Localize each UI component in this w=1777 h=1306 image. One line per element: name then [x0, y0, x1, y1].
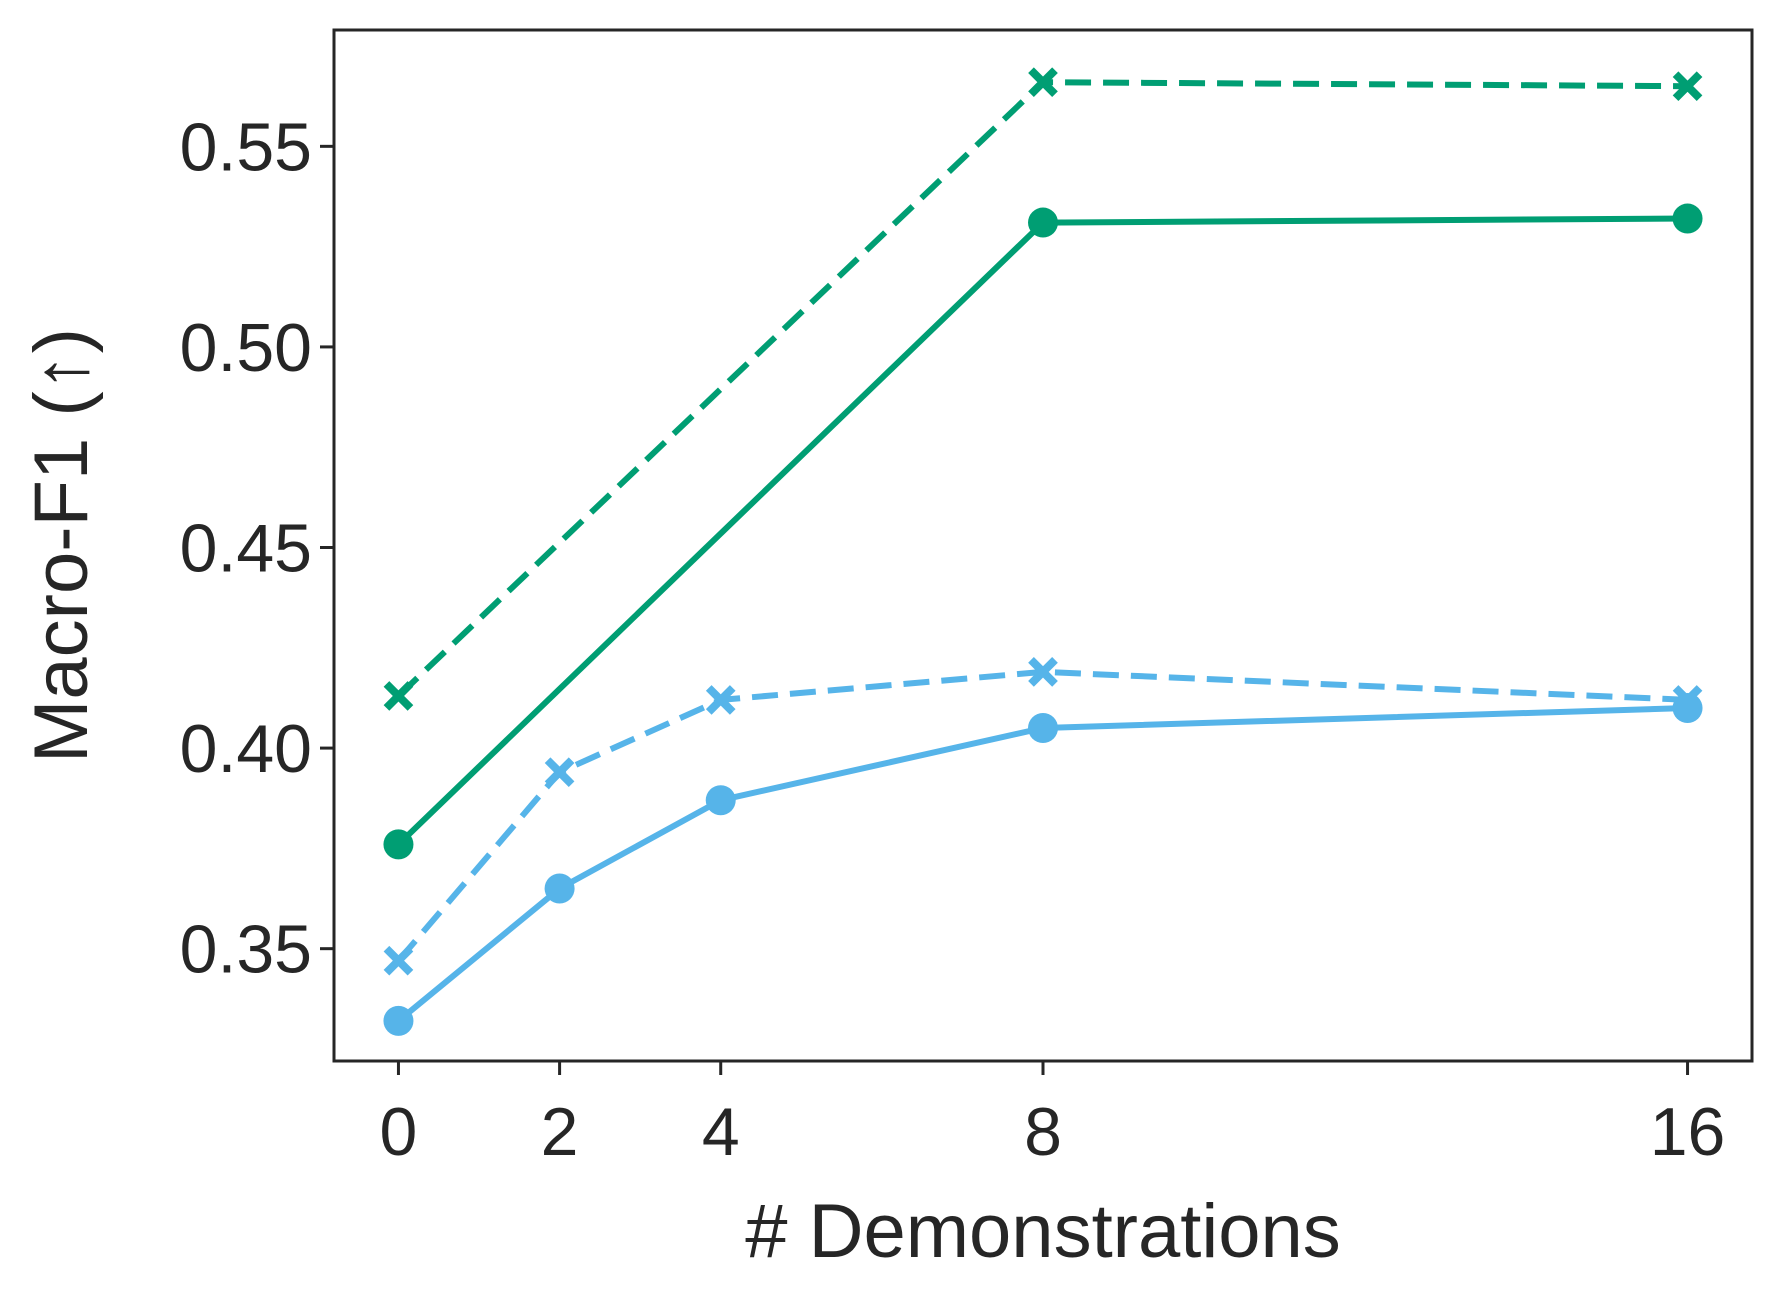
y-tick-label: 0.55 — [180, 109, 312, 185]
x-tick-label: 2 — [541, 1094, 579, 1170]
x-marker-stroke — [705, 685, 736, 715]
data-point-circle — [1672, 692, 1703, 723]
data-point-circle — [1028, 207, 1058, 238]
data-point-circle — [1028, 713, 1058, 744]
data-point-x — [1672, 71, 1703, 101]
data-point-circle — [1672, 203, 1703, 234]
data-point-x — [544, 757, 575, 787]
data-point-x — [1028, 657, 1058, 687]
x-tick-label: 8 — [1024, 1094, 1062, 1170]
data-point-x — [1028, 67, 1058, 97]
x-tick-label: 0 — [380, 1094, 418, 1170]
plot-frame — [332, 28, 1754, 1063]
plot-area — [332, 28, 1754, 1063]
x-marker-stroke — [383, 681, 414, 711]
x-tick-label: 16 — [1650, 1094, 1726, 1170]
data-point-circle — [544, 873, 575, 904]
x-marker-stroke — [1672, 71, 1703, 101]
x-axis: 0 2 4 8 16 — [380, 1061, 1726, 1170]
series-blue-solid — [383, 692, 1703, 1036]
y-tick-label: 0.40 — [180, 711, 312, 787]
series-blue-dashed — [383, 657, 1703, 976]
x-marker-stroke — [1028, 657, 1058, 687]
y-tick-label: 0.50 — [180, 310, 312, 386]
series-layer — [383, 67, 1703, 1036]
x-marker-stroke — [1028, 67, 1058, 97]
data-point-x — [383, 681, 414, 711]
series-line — [396, 215, 1688, 847]
x-marker-stroke — [383, 945, 414, 976]
y-tick-label: 0.35 — [180, 912, 312, 988]
data-point-circle — [383, 829, 414, 860]
y-axis-title: Macro-F1 (↑) — [19, 328, 104, 763]
y-tick-label: 0.45 — [180, 511, 312, 587]
data-point-x — [383, 945, 414, 976]
series-line — [396, 79, 1688, 699]
y-axis: 0.35 0.40 0.45 0.50 0.55 — [180, 109, 334, 988]
data-point-x — [705, 685, 736, 715]
data-point-circle — [705, 785, 736, 816]
data-point-circle — [383, 1005, 414, 1036]
series-green-solid — [383, 203, 1703, 860]
x-axis-title: # Demonstrations — [745, 1189, 1341, 1274]
series-green-dashed — [383, 67, 1703, 711]
x-tick-label: 4 — [702, 1094, 740, 1170]
x-marker-stroke — [544, 757, 575, 787]
